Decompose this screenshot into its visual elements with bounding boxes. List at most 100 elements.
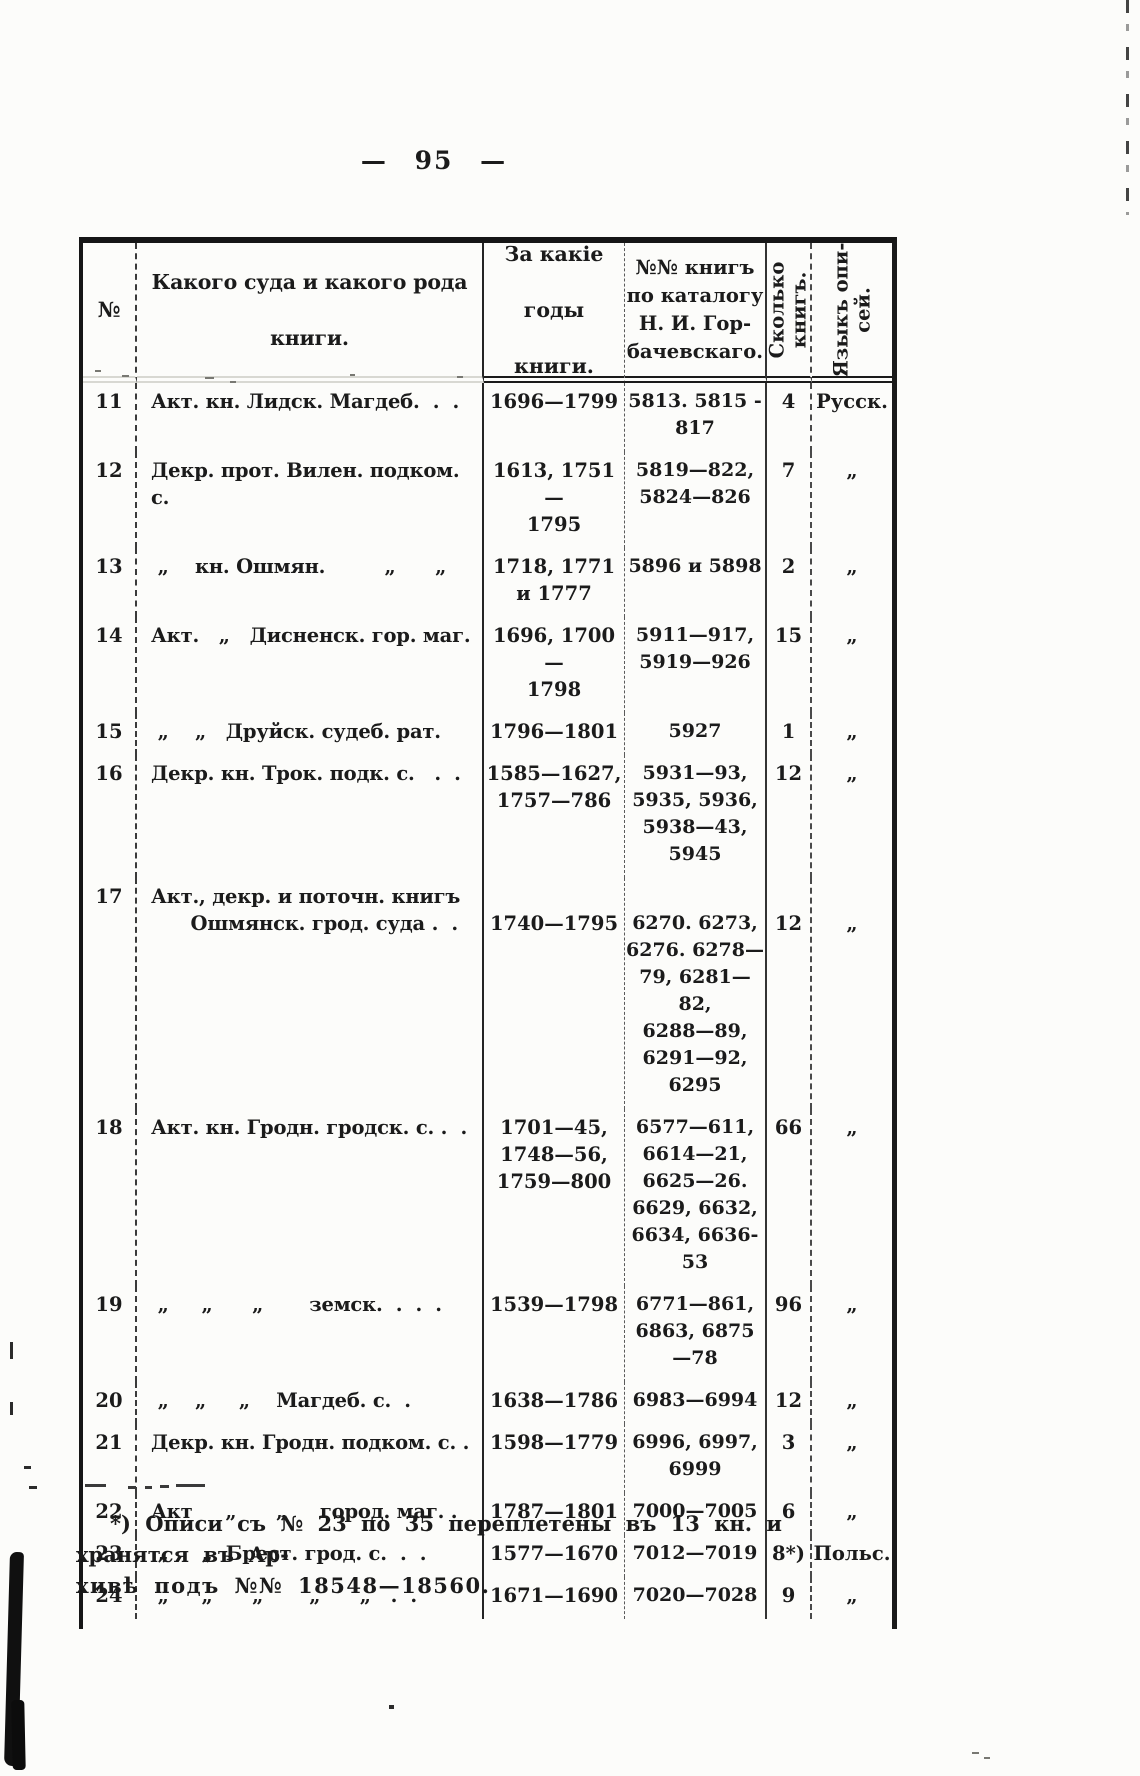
- catalog-numbers: 5896 и 5898: [625, 548, 767, 617]
- court-and-books: Акт. кн. Гродн. гродск. с. . .: [137, 1109, 484, 1286]
- book-count: 12: [767, 1382, 812, 1424]
- book-count: 7: [767, 452, 812, 548]
- book-count: 12: [767, 878, 812, 1109]
- book-years: 1701—45, 1748—56, 1759—800: [484, 1109, 625, 1286]
- row-number: 13: [83, 548, 137, 617]
- scan-artifact-tick: [10, 1342, 13, 1359]
- book-years: 1718, 1771 и 1777: [484, 548, 625, 617]
- scan-artifact-dot: [389, 1705, 394, 1709]
- catalog-numbers: 6270. 6273, 6276. 6278— 79, 6281—82, 628…: [625, 878, 767, 1109]
- scan-artifact-dash: [128, 1486, 136, 1489]
- book-years: 1696, 1700— 1798: [484, 617, 625, 713]
- book-count: 9: [767, 1577, 812, 1619]
- table-row: 11 Акт. кн. Лидск. Магдеб. . . 1696—1799…: [83, 383, 892, 452]
- table-row: 16 Декр. кн. Трок. подк. с. . . 1585—162…: [83, 755, 892, 878]
- catalog-numbers: 5911—917, 5919—926: [625, 617, 767, 713]
- book-years: 1585—1627, 1757—786: [484, 755, 625, 878]
- row-number: 21: [83, 1424, 137, 1493]
- catalog-numbers: 5813. 5815 - 817: [625, 383, 767, 452]
- header-catalog-numbers: №№ книгъ по каталогу Н. И. Гор- бачевска…: [625, 243, 767, 383]
- book-years: 1598—1779: [484, 1424, 625, 1493]
- header-book-count-rotated-text: Сколько книгъ.: [765, 261, 811, 358]
- inventory-language: „: [846, 912, 858, 935]
- scan-artifact-dash: [145, 1486, 152, 1489]
- scan-artifact-left-edge-blob-lower: [11, 1699, 26, 1771]
- footnote: *) Описи съ № 23 по 35 переплетены въ 13…: [76, 1508, 882, 1601]
- inventory-language: Русск.: [816, 390, 888, 413]
- catalog-numbers: 6577—611, 6614—21, 6625—26. 6629, 6632, …: [625, 1109, 767, 1286]
- scan-artifact-dash: [160, 1485, 169, 1488]
- inventory-language: „: [846, 1431, 858, 1454]
- book-years: 1796—1801: [484, 713, 625, 755]
- catalog-numbers: 6996, 6997, 6999: [625, 1424, 767, 1493]
- court-and-books: Акт „ „ город. маг. .: [137, 1493, 484, 1535]
- book-years: 1787—1801: [484, 1493, 625, 1535]
- inventory-language: „: [846, 720, 858, 743]
- inventory-language: „: [846, 1584, 858, 1607]
- book-years: 1696—1799: [484, 383, 625, 452]
- row-number: 16: [83, 755, 137, 878]
- book-count: 3: [767, 1424, 812, 1493]
- court-and-books: Декр. кн. Гродн. подком. с. .: [137, 1424, 484, 1493]
- scan-artifact-speck: [230, 381, 236, 383]
- book-count: 96: [767, 1286, 812, 1382]
- scan-artifact-speck: [457, 376, 463, 378]
- court-and-books: „ кн. Ошмян. „ „: [137, 548, 484, 617]
- book-years: 1740—1795: [484, 878, 625, 1109]
- row-number: 24: [83, 1577, 137, 1619]
- page-number: — 95 —: [360, 146, 508, 175]
- scan-artifact-tick: [24, 1466, 31, 1469]
- inventory-language: „: [846, 1389, 858, 1412]
- book-count: 12: [767, 755, 812, 878]
- table-row: 17 Акт., декр. и поточн. книгъ Ошмянск. …: [83, 878, 892, 1109]
- table-row: 14 Акт. „ Дисненск. гор. маг. 1696, 1700…: [83, 617, 892, 713]
- catalog-numbers: 6983—6994: [625, 1382, 767, 1424]
- table-row: 24 „ „ „ „ „ . . 1671—1690 7020—7028 9 „: [83, 1577, 892, 1619]
- scan-artifact-speck: [350, 374, 355, 376]
- book-years: 1638—1786: [484, 1382, 625, 1424]
- inventory-language: „: [846, 1116, 858, 1139]
- table-row: 20 „ „ „ Магдеб. с. . 1638—1786 6983—699…: [83, 1382, 892, 1424]
- catalog-numbers: 5819—822, 5824—826: [625, 452, 767, 548]
- inventory-language: „: [846, 762, 858, 785]
- book-count: 15: [767, 617, 812, 713]
- archive-books-table: № Какого суда и какого рода книги. За ка…: [79, 237, 897, 1629]
- table-row: 21 Декр. кн. Гродн. подком. с. . 1598—17…: [83, 1424, 892, 1493]
- catalog-numbers: 5927: [625, 713, 767, 755]
- table-header-row: № Какого суда и какого рода книги. За ка…: [83, 242, 892, 383]
- book-count: 2: [767, 548, 812, 617]
- scan-artifact-dash: [176, 1484, 205, 1487]
- court-and-books: „ „ „ „ „ . .: [137, 1577, 484, 1619]
- inventory-language: „: [846, 555, 858, 578]
- scan-artifact-speck: [122, 375, 129, 377]
- header-language-rotated-text: Языкъ опи- сей.: [829, 242, 875, 377]
- table-row: 15 „ „ Друйск. судеб. рат. 1796—1801 592…: [83, 713, 892, 755]
- catalog-numbers: 7000—7005: [625, 1493, 767, 1535]
- court-and-books: „ „ Брест. грод. с. . .: [137, 1535, 484, 1577]
- catalog-numbers: 7012—7019: [625, 1535, 767, 1577]
- row-number: 18: [83, 1109, 137, 1286]
- court-and-books: Акт., декр. и поточн. книгъ Ошмянск. гро…: [137, 878, 484, 1109]
- row-number: 17: [83, 878, 137, 1109]
- footnote-line-1: *) Описи съ № 23 по 35 переплетены въ 13…: [76, 1511, 782, 1567]
- scan-artifact-right-edge-line: [1126, 0, 1129, 215]
- row-number: 23: [83, 1535, 137, 1577]
- table-body: 11 Акт. кн. Лидск. Магдеб. . . 1696—1799…: [83, 383, 892, 1619]
- book-years: 1539—1798: [484, 1286, 625, 1382]
- court-and-books: „ „ „ земск. . . .: [137, 1286, 484, 1382]
- scan-artifact-tick: [29, 1486, 37, 1489]
- inventory-language: Польс.: [813, 1542, 891, 1565]
- table-row: 13 „ кн. Ошмян. „ „ 1718, 1771 и 1777 58…: [83, 548, 892, 617]
- court-and-books: Декр. кн. Трок. подк. с. . .: [137, 755, 484, 878]
- table-row: 18 Акт. кн. Гродн. гродск. с. . . 1701—4…: [83, 1109, 892, 1286]
- scan-artifact-tick: [10, 1402, 13, 1415]
- court-and-books: Акт. „ Дисненск. гор. маг.: [137, 617, 484, 713]
- court-and-books: Декр. прот. Вилен. подком. с.: [137, 452, 484, 548]
- book-count: 4: [767, 383, 812, 452]
- table-row: 23 „ „ Брест. грод. с. . . 1577—1670 701…: [83, 1535, 892, 1577]
- row-number: 19: [83, 1286, 137, 1382]
- table-row: 12 Декр. прот. Вилен. подком. с. 1613, 1…: [83, 452, 892, 548]
- court-and-books: „ „ „ Магдеб. с. .: [137, 1382, 484, 1424]
- book-count: 66: [767, 1109, 812, 1286]
